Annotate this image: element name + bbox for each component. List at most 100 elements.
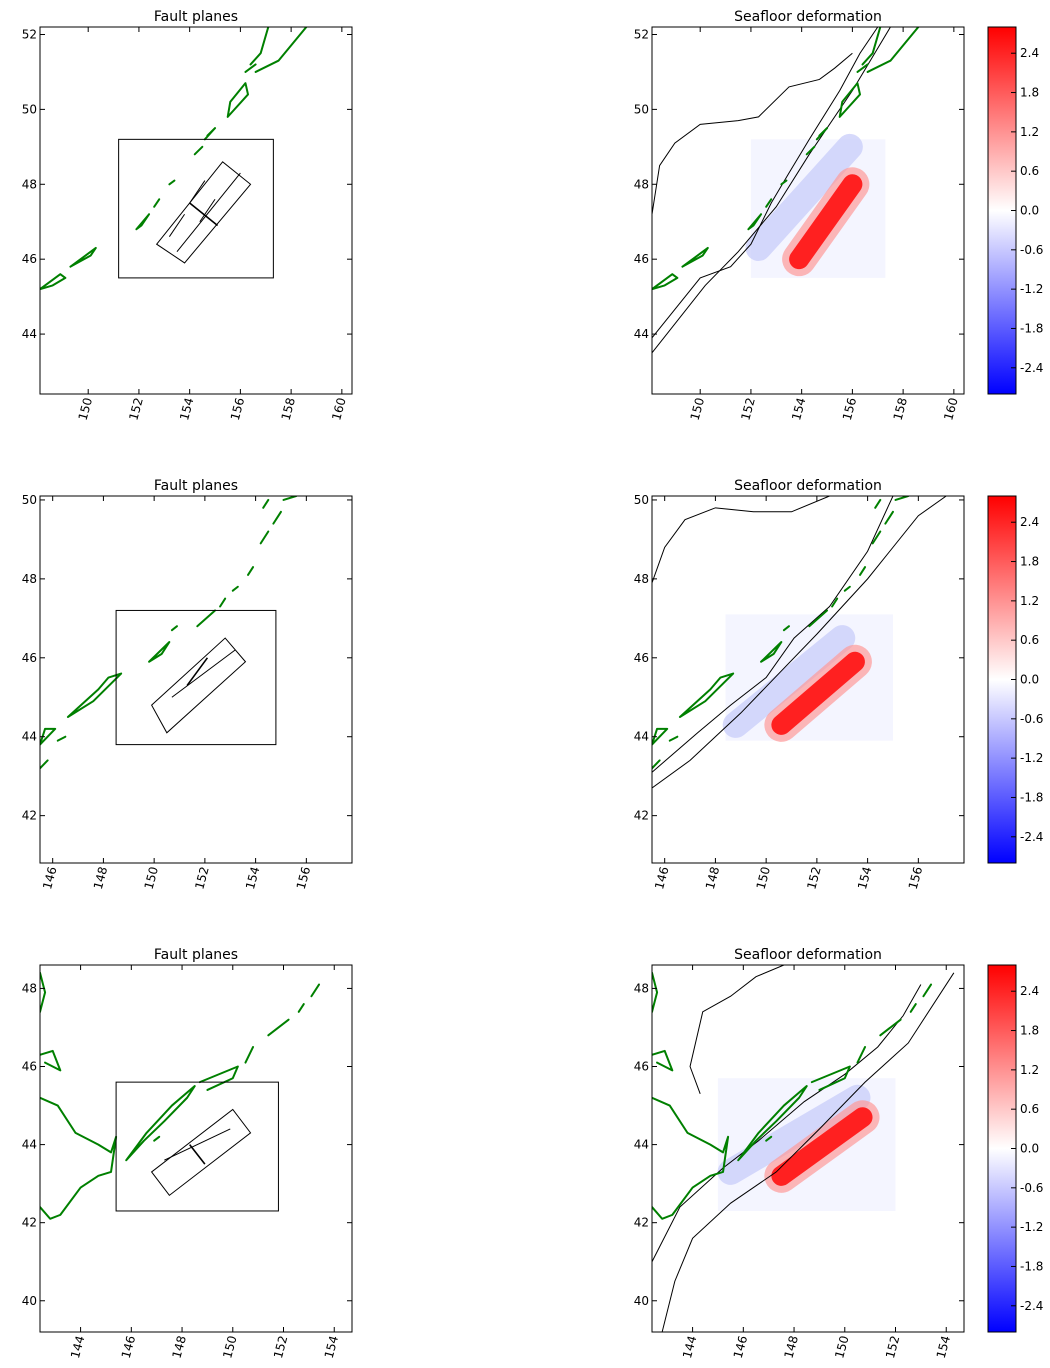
y-tick-label: 42 (634, 809, 649, 823)
coastline (737, 1085, 808, 1162)
panel-title: Fault planes (154, 478, 238, 494)
coastline (193, 145, 204, 156)
y-tick-label: 44 (634, 730, 649, 744)
y-tick-label: 40 (22, 1294, 37, 1308)
bathymetry-contour (652, 496, 894, 773)
coastline (808, 609, 829, 628)
y-tick-label: 48 (634, 981, 649, 995)
bathymetry-contour (652, 52, 853, 215)
fault-plane-divider (164, 1128, 231, 1161)
coastline (859, 566, 867, 576)
study-area-box (115, 609, 277, 746)
coastline (262, 498, 270, 509)
coastline (267, 1018, 290, 1037)
y-tick-label: 48 (22, 572, 37, 586)
y-tick-label: 42 (634, 1216, 649, 1230)
bathymetry-contour (652, 27, 879, 339)
panel-title: Seafloor deformation (734, 478, 882, 494)
y-tick-label: 50 (634, 102, 649, 116)
coastline (247, 566, 255, 576)
subsidence-band (722, 625, 856, 738)
x-tick-label: 144 (680, 1334, 699, 1360)
fault-plane-divider (171, 649, 236, 698)
colorbar-tick-label: -1.2 (1020, 751, 1043, 765)
x-tick-label: 152 (126, 396, 145, 422)
coastline (815, 127, 829, 141)
coastline (747, 213, 763, 231)
colorbar-tick-label: 2.4 (1020, 984, 1039, 998)
x-tick-label: 150 (220, 1334, 239, 1360)
coastline (782, 625, 790, 632)
coastline (40, 759, 49, 770)
coastline (760, 641, 783, 663)
coastline (681, 246, 709, 268)
y-tick-label: 52 (22, 27, 37, 41)
x-tick-label: 156 (906, 865, 925, 891)
coastline (272, 510, 282, 525)
x-tick-label: 156 (294, 865, 313, 891)
fault-plane-divider (186, 657, 209, 686)
coastline (652, 1096, 730, 1220)
x-tick-label: 146 (40, 865, 59, 891)
coastline (310, 983, 321, 998)
x-tick-label: 148 (91, 865, 110, 891)
colorbar-tick-label: -1.2 (1020, 282, 1043, 296)
x-tick-label: 150 (76, 396, 95, 422)
x-tick-label: 160 (941, 396, 960, 422)
colorbar-tick-label: -2.4 (1020, 830, 1043, 844)
seafloor-deformation-panel: Seafloor deformation 42 44 46 48 50 146 148 150 1… (634, 478, 1044, 891)
colorbar-tick-label: 0.6 (1020, 1102, 1039, 1116)
x-tick-label: 150 (142, 865, 161, 891)
coastline (56, 735, 67, 742)
axes-frame (651, 964, 965, 1333)
seafloor-deformation-panel: Seafloor deformation 40 42 44 46 48 144 146 148 1… (634, 947, 1044, 1360)
axes-frame (39, 964, 353, 1333)
coastline (249, 27, 270, 66)
x-tick-label: 152 (271, 1334, 290, 1360)
colorbar-tick-label: -1.8 (1020, 790, 1043, 804)
coastline (843, 585, 851, 592)
coastline (170, 625, 178, 632)
x-tick-label: 160 (329, 396, 348, 422)
colorbar-tick-label: -2.4 (1020, 1299, 1043, 1313)
panel-title: Seafloor deformation (734, 9, 882, 25)
coastline (69, 246, 97, 268)
x-tick-label: 152 (804, 865, 823, 891)
colorbar-tick-label: 1.2 (1020, 125, 1039, 139)
x-tick-label: 150 (832, 1334, 851, 1360)
y-tick-label: 40 (634, 1294, 649, 1308)
x-tick-label: 150 (754, 865, 773, 891)
colorbar-tick-label: -0.6 (1020, 712, 1043, 726)
x-tick-label: 146 (119, 1334, 138, 1360)
colorbar-tick-label: 2.4 (1020, 515, 1039, 529)
y-tick-label: 46 (22, 1060, 37, 1074)
colorbar-tick-label: 2.4 (1020, 46, 1039, 60)
coastline (196, 609, 217, 628)
bathymetry-contour (689, 965, 785, 1095)
coastline (125, 1085, 196, 1162)
coastline (652, 759, 661, 770)
study-area-box (118, 138, 274, 279)
y-tick-label: 50 (22, 493, 37, 507)
x-tick-label: 158 (279, 396, 298, 422)
coastline (831, 597, 839, 608)
coastline (244, 63, 257, 73)
x-tick-label: 154 (934, 1334, 953, 1360)
axes-frame (651, 495, 965, 864)
seafloor-deformation-panel: Seafloor deformation 44 46 48 50 52 150 152 154 1… (634, 9, 1044, 422)
coastline (856, 1045, 867, 1064)
y-tick-label: 48 (22, 177, 37, 191)
fault-plane-divider (189, 180, 206, 204)
y-tick-label: 50 (22, 102, 37, 116)
coastline (135, 213, 151, 231)
coastline (856, 63, 869, 73)
axes-frame (651, 26, 965, 395)
x-tick-label: 150 (688, 396, 707, 422)
x-tick-label: 148 (781, 1334, 800, 1360)
coastline (153, 198, 161, 208)
bathymetry-contour (652, 984, 922, 1262)
x-tick-label: 156 (228, 396, 247, 422)
coastline (871, 530, 882, 545)
coastline (244, 1045, 255, 1064)
x-tick-label: 152 (738, 396, 757, 422)
